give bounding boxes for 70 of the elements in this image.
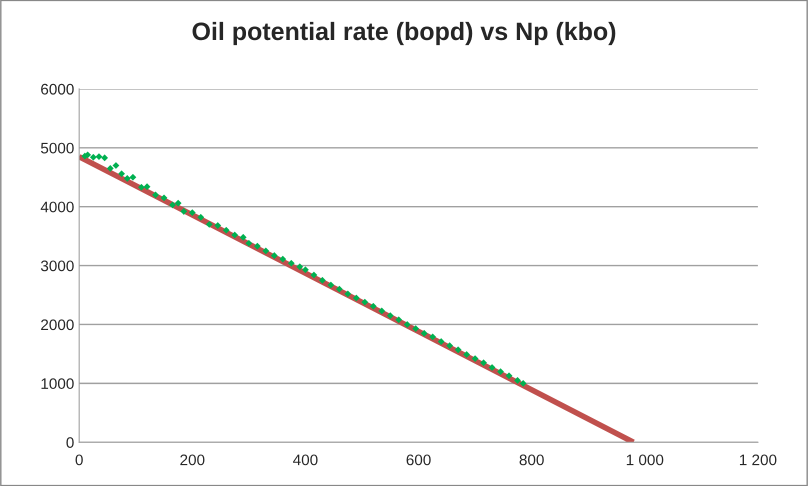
point xyxy=(506,372,512,380)
point xyxy=(180,208,188,215)
point xyxy=(336,286,343,293)
point xyxy=(378,308,386,314)
x-tick-label: 800 xyxy=(520,454,544,466)
x-tick-label: 400 xyxy=(293,454,318,466)
point xyxy=(520,380,527,387)
x-tick-label: 600 xyxy=(406,454,431,466)
point xyxy=(412,325,420,332)
point xyxy=(420,330,428,337)
point xyxy=(318,276,326,284)
point xyxy=(144,183,150,190)
y-tick-label: 3000 xyxy=(40,260,74,272)
point xyxy=(112,162,120,169)
point xyxy=(197,214,204,221)
point xyxy=(231,232,238,238)
point xyxy=(310,272,318,278)
point xyxy=(270,252,278,259)
point xyxy=(438,338,445,345)
point xyxy=(240,234,247,241)
point xyxy=(206,220,213,228)
point xyxy=(352,294,360,302)
y-tick-label: 6000 xyxy=(41,84,74,95)
point xyxy=(454,346,462,354)
point xyxy=(254,242,261,250)
chart-title: Oil potential rate (bopd) vs Np (kbo) xyxy=(192,22,616,46)
x-tick-label: 1 000 xyxy=(626,454,664,466)
point xyxy=(370,302,377,310)
point xyxy=(463,351,470,358)
point xyxy=(429,333,436,340)
point xyxy=(118,170,126,178)
y-tick-label: 2000 xyxy=(41,319,74,330)
point xyxy=(302,266,309,274)
x-tick-label: 0 xyxy=(76,454,83,466)
point xyxy=(395,316,402,324)
y-tick-label: 0 xyxy=(66,437,74,448)
point xyxy=(169,202,176,208)
point xyxy=(288,260,295,267)
point xyxy=(480,359,487,366)
point xyxy=(106,165,114,172)
y-tick-label: 5000 xyxy=(40,142,74,154)
point xyxy=(160,194,168,202)
point xyxy=(124,175,131,182)
point xyxy=(514,377,521,384)
y-tick-label: 4000 xyxy=(40,202,74,212)
point xyxy=(245,240,252,247)
x-tick-label: 200 xyxy=(180,454,204,466)
point xyxy=(130,174,136,181)
point xyxy=(152,192,159,198)
point xyxy=(138,184,145,191)
point xyxy=(497,368,504,375)
point xyxy=(327,282,334,288)
point xyxy=(446,342,454,350)
point xyxy=(404,321,411,328)
point xyxy=(488,364,496,371)
point xyxy=(96,153,102,160)
point xyxy=(386,312,394,320)
point xyxy=(361,298,368,306)
point xyxy=(279,256,286,263)
point xyxy=(222,226,230,234)
point xyxy=(101,154,108,162)
point xyxy=(296,263,304,270)
y-tick-label: 1000 xyxy=(42,378,74,390)
point xyxy=(188,209,196,216)
point xyxy=(344,290,352,298)
point xyxy=(174,200,182,207)
x-tick-label: 1 200 xyxy=(740,454,776,466)
point xyxy=(262,247,270,254)
point xyxy=(214,222,222,229)
point xyxy=(472,355,479,362)
